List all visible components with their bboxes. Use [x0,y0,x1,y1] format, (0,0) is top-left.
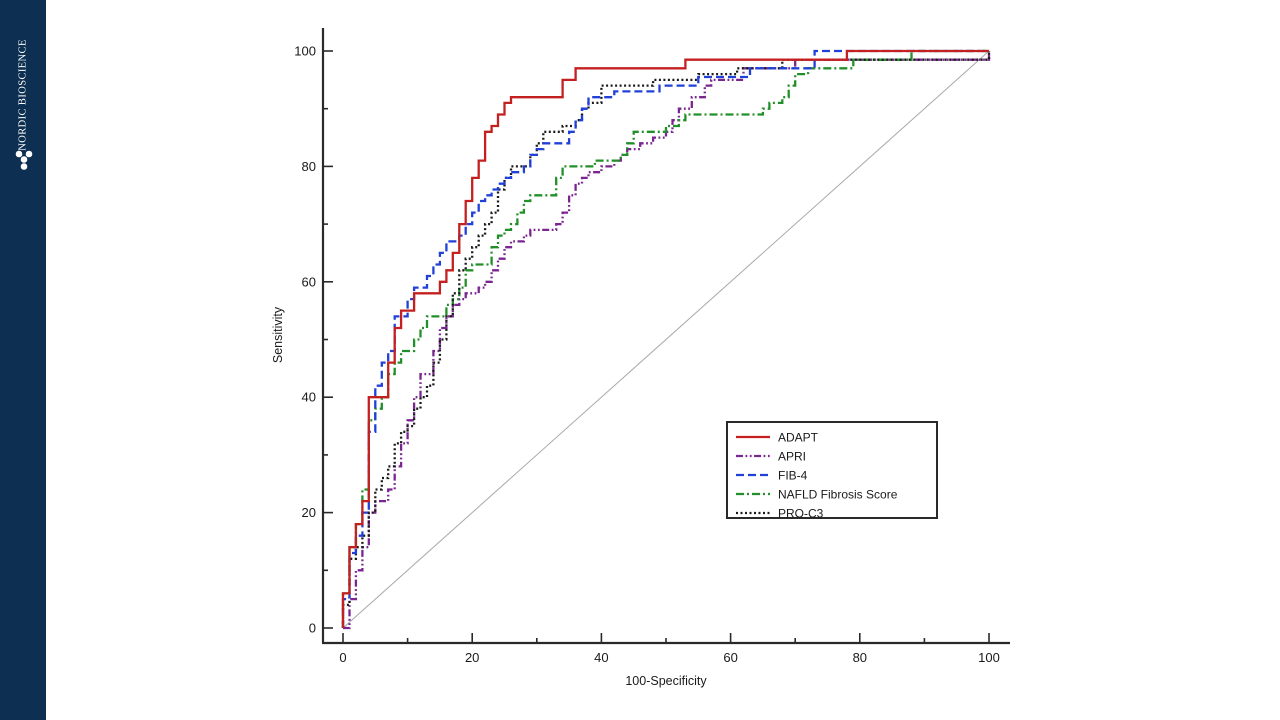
y-tick-label: 20 [302,505,316,520]
x-tick-label: 0 [339,650,346,665]
legend-label: NAFLD Fibrosis Score [778,488,898,502]
x-tick-label: 80 [853,650,867,665]
legend-label: APRI [778,450,806,464]
y-tick-label: 40 [302,390,316,405]
x-axis-label: 100-Specificity [625,674,707,688]
sidebar: NORDIC BIOSCIENCE [0,0,46,720]
series-line-pro-c3 [341,51,991,628]
x-tick-label: 100 [978,650,1000,665]
x-tick-label: 20 [465,650,479,665]
molecule-logo-icon [15,150,33,170]
series-line-adapt [341,49,989,628]
y-tick-label: 0 [309,621,316,636]
legend-label: ADAPT [778,431,819,445]
x-tick-label: 60 [723,650,737,665]
legend-label: FIB-4 [778,469,808,483]
y-axis-label: Sensitivity [271,306,285,363]
legend-label: PRO-C3 [778,507,824,521]
y-tick-label: 60 [302,274,316,289]
x-tick-label: 40 [594,650,608,665]
reference-diagonal-line [342,50,990,629]
y-tick-label: 100 [294,44,316,59]
y-tick-label: 80 [302,159,316,174]
series-line-fib-4 [341,49,989,628]
